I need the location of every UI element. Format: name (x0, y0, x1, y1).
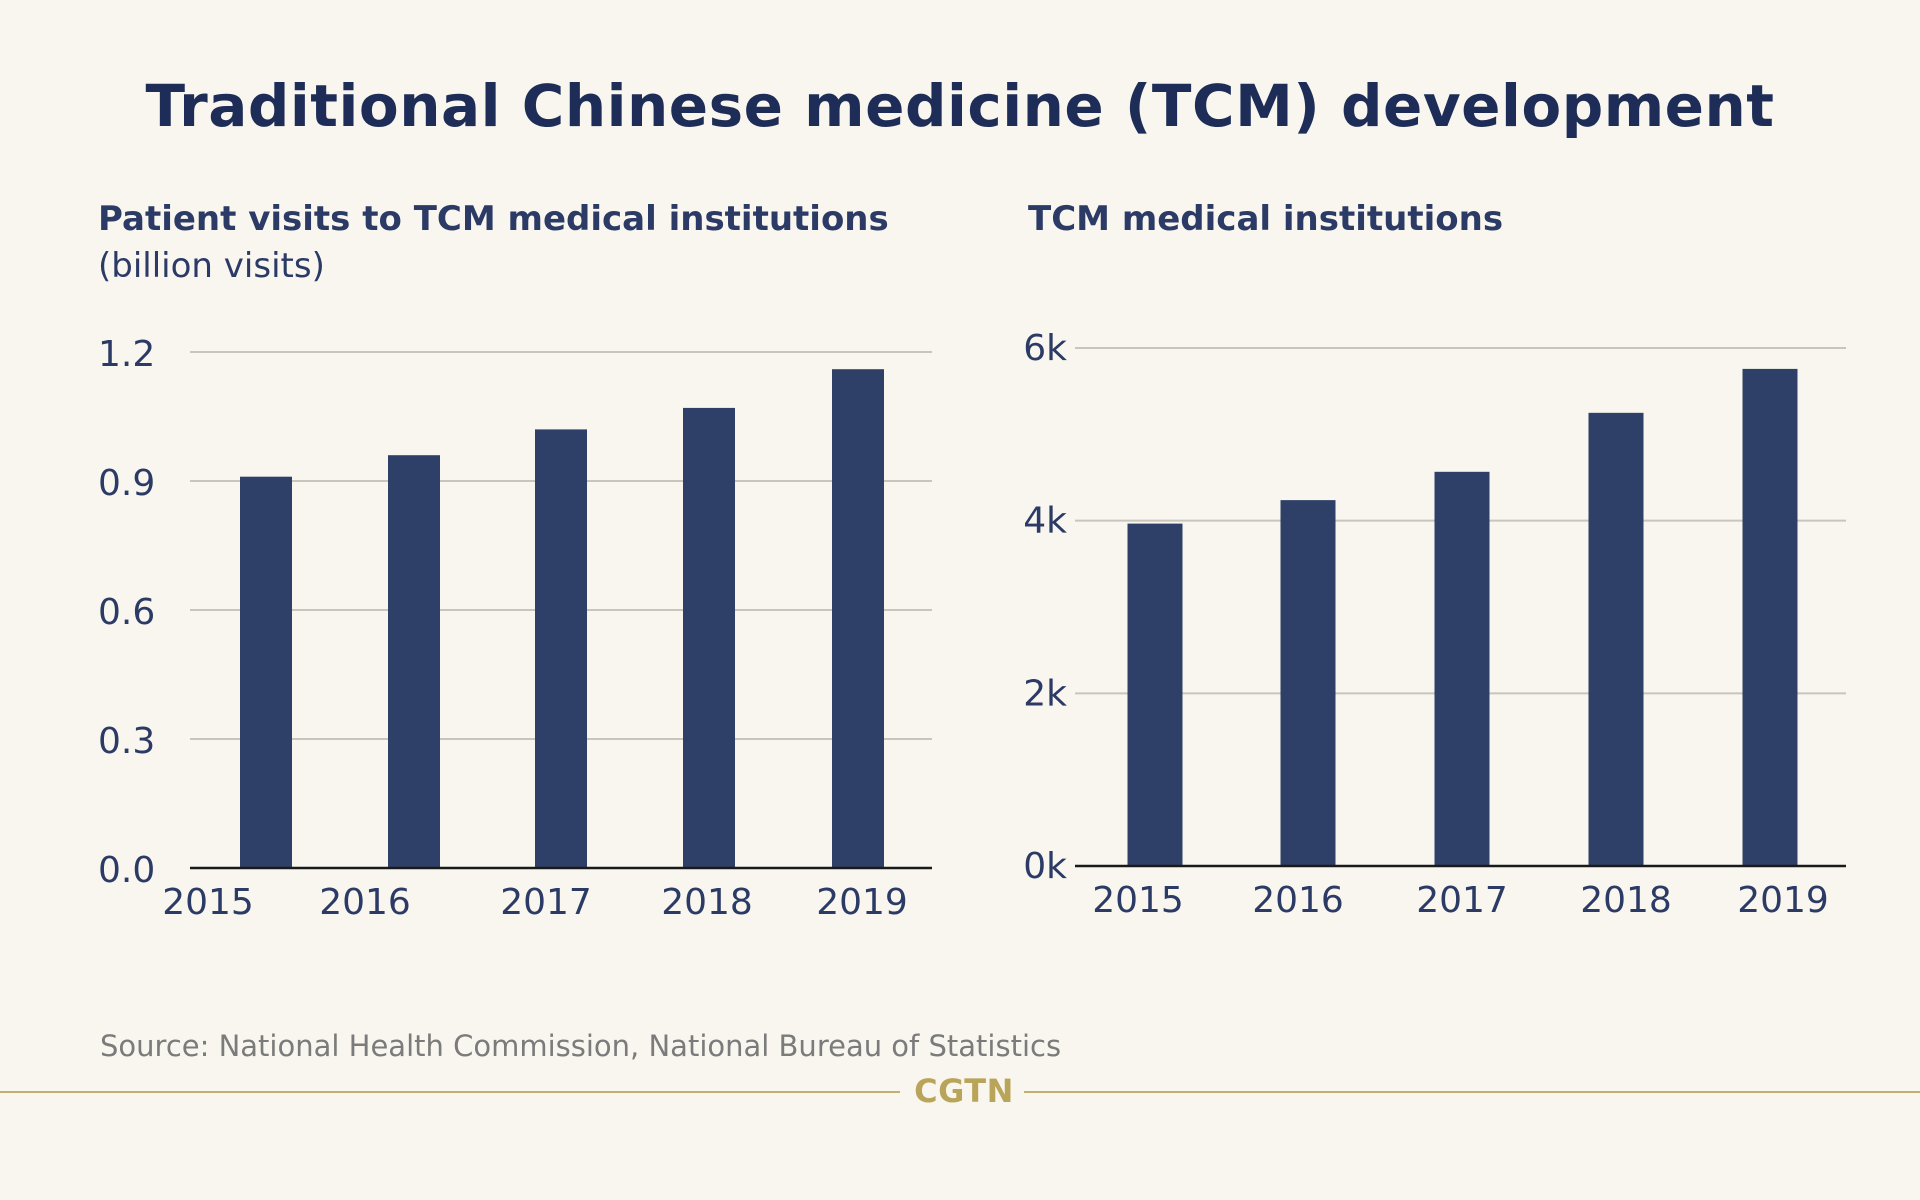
bar-2015 (240, 476, 292, 868)
x-tick-label: 2015 (1092, 880, 1184, 921)
footer-rule-right (1024, 1091, 1920, 1093)
bar-2015 (1127, 523, 1183, 866)
bar-2018 (1588, 412, 1644, 866)
bar-2019 (1742, 368, 1798, 866)
y-tick-label: 0k (1023, 846, 1067, 887)
bar-2016 (388, 455, 440, 868)
bar-2017 (1434, 471, 1490, 866)
bar-2017 (535, 429, 587, 868)
cgtn-logo: CGTN (914, 1072, 1014, 1110)
x-tick-label: 2017 (1416, 880, 1508, 921)
page-title: Traditional Chinese medicine (TCM) devel… (145, 72, 1775, 140)
x-tick-label: 2016 (319, 882, 411, 923)
y-tick-label: 0.6 (98, 592, 155, 633)
x-tick-label: 2019 (1737, 880, 1829, 921)
y-tick-label: 6k (1023, 328, 1067, 369)
y-tick-label: 0.9 (98, 463, 155, 504)
chart-1-title: Patient visits to TCM medical institutio… (98, 199, 889, 239)
y-tick-label: 2k (1023, 673, 1067, 714)
chart-2-title: TCM medical institutions (1028, 199, 1504, 239)
x-tick-label: 2015 (162, 882, 254, 923)
footer-rule-left (0, 1091, 900, 1093)
x-tick-label: 2017 (500, 882, 592, 923)
y-tick-label: 0.0 (98, 850, 155, 891)
chart-1-subtitle: (billion visits) (98, 246, 325, 286)
x-tick-label: 2018 (661, 882, 753, 923)
y-tick-label: 0.3 (98, 721, 155, 762)
bar-2019 (832, 369, 884, 868)
x-tick-label: 2016 (1252, 880, 1344, 921)
chart-2-institutions: 0k 2k 4k 6k 2015 2016 2017 2018 2019 (1023, 328, 1846, 921)
y-tick-label: 1.2 (98, 334, 155, 375)
y-tick-label: 4k (1023, 501, 1067, 542)
x-tick-label: 2019 (816, 882, 908, 923)
chart-1-patient-visits: 0.0 0.3 0.6 0.9 1.2 2015 2016 2017 2018 2019 (98, 334, 932, 923)
x-tick-label: 2018 (1580, 880, 1672, 921)
source-note: Source: National Health Commission, Nati… (100, 1029, 1062, 1063)
bar-2016 (1280, 500, 1336, 866)
bar-2018 (683, 407, 735, 868)
